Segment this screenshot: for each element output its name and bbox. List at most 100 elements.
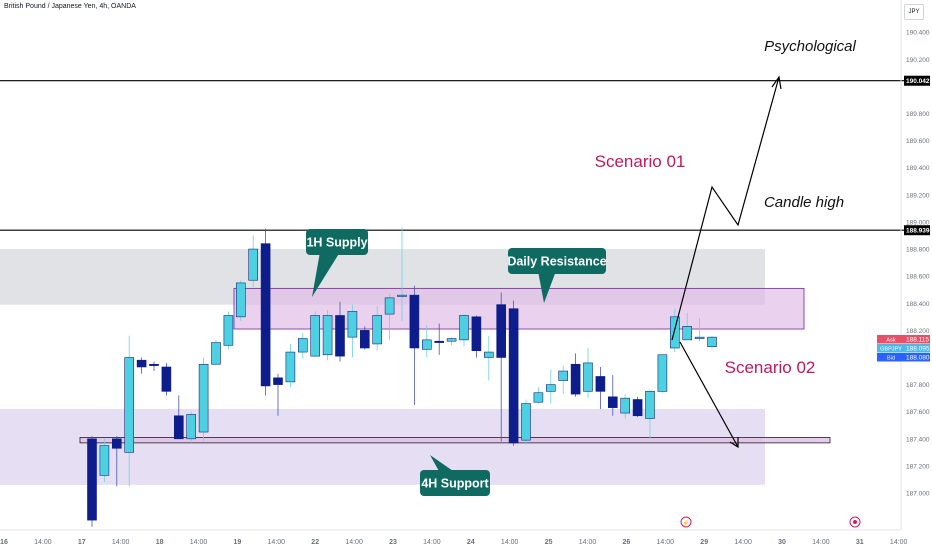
candle [545, 369, 556, 404]
x-tick-label: 14:00 [579, 539, 597, 546]
candle [682, 312, 693, 341]
y-tick-label: 189.200 [906, 192, 930, 199]
candle [434, 323, 445, 355]
candle-body [583, 362, 593, 392]
scenario-01-label: Scenario 01 [595, 152, 686, 171]
candle-body [496, 304, 507, 358]
scenario-02-arrowhead [729, 437, 739, 449]
candle [558, 365, 569, 395]
candle-body [607, 396, 618, 408]
candle [471, 315, 482, 358]
candle [248, 235, 258, 288]
x-tick-label: 18 [156, 539, 164, 546]
candle-body [434, 340, 445, 343]
price-tag-name-bg [877, 353, 905, 362]
candle [347, 304, 358, 358]
x-tick-label: 29 [700, 539, 708, 546]
supply-callout-label: 1H Supply [306, 236, 367, 250]
level-tag-1 [904, 75, 930, 86]
candle-body [409, 294, 420, 349]
x-tick-label: 14:00 [345, 539, 363, 546]
event-dot-icon [853, 520, 857, 524]
candle [359, 326, 370, 350]
candle [570, 353, 581, 397]
x-tick-label: 14:00 [34, 539, 52, 546]
support-band [79, 437, 831, 444]
y-tick-label: 187.200 [906, 463, 930, 470]
event-marker-dot-icon [849, 516, 861, 528]
support-callout-label: 4H Support [421, 477, 489, 491]
y-tick-label: 188.400 [906, 301, 930, 308]
candle [508, 300, 519, 446]
candle [620, 394, 631, 419]
y-tick-label: 187.000 [906, 491, 930, 498]
price-tag-value: 188.115 [906, 337, 929, 344]
price-tag-value: 188.095 [906, 346, 930, 353]
x-tick-label: 14:00 [190, 539, 208, 546]
candle-body [508, 308, 519, 444]
candle-body [533, 392, 544, 403]
candle [645, 390, 655, 439]
candle-body [459, 315, 469, 341]
price-tag-value: 188.080 [906, 355, 930, 362]
candle [273, 373, 283, 416]
candle [521, 399, 531, 445]
resistance-callout-box [508, 248, 606, 274]
y-tick-label: 190.200 [906, 57, 930, 64]
candle [483, 335, 494, 381]
candle-body [669, 316, 680, 349]
price-tag-value-bg [904, 344, 930, 353]
candle [583, 348, 593, 399]
x-tick-label: 23 [389, 539, 397, 546]
level-tag-label: 190.042 [906, 78, 930, 85]
candle-body [384, 297, 395, 315]
candle-body [310, 315, 321, 357]
candle [99, 438, 110, 483]
candle [459, 314, 469, 347]
y-tick-label: 187.400 [906, 436, 930, 443]
candle-body [545, 384, 556, 392]
candle-body [273, 377, 283, 385]
candle-body [322, 315, 333, 356]
candle-body [186, 414, 196, 440]
candle-body [112, 438, 122, 449]
currency-button[interactable]: JPY [904, 4, 924, 20]
candle-body [657, 354, 668, 392]
y-tick-label: 188.800 [906, 247, 930, 254]
candle [211, 339, 221, 365]
candle-body [483, 351, 494, 358]
support-callout-tail [430, 455, 456, 473]
event-marker-lightning-icon [680, 516, 692, 528]
candle-high-label: Candle high [764, 194, 844, 211]
y-tick-label: 187.600 [906, 409, 930, 416]
x-tick-label: 16 [0, 539, 8, 546]
candle-body [570, 363, 581, 395]
candle-body [87, 438, 97, 521]
x-tick-label: 31 [856, 539, 864, 546]
candle-body [124, 357, 134, 453]
price-tag-name: Bid [887, 356, 895, 362]
candle [694, 318, 705, 342]
candle-body [335, 315, 345, 357]
support-callout-box [420, 470, 490, 496]
x-tick-label: 26 [623, 539, 631, 546]
candle-body [521, 403, 531, 441]
x-tick-label: 14:00 [734, 539, 752, 546]
x-tick-label: 14:00 [501, 539, 519, 546]
candle-body [645, 391, 655, 419]
candle-body [285, 351, 296, 383]
candle-body [707, 336, 717, 347]
y-tick-label: 190.400 [906, 30, 930, 37]
resistance-callout-label: Daily Resistance [507, 255, 606, 269]
level-tag-2 [904, 225, 930, 236]
candle-body [211, 342, 221, 365]
candle-body [595, 376, 606, 392]
candle [186, 411, 196, 443]
price-tag-name-bg [877, 344, 905, 353]
resistance-callout-tail [538, 271, 556, 303]
y-tick-label: 187.800 [906, 382, 930, 389]
candle-body [248, 248, 258, 281]
candle-body [620, 397, 631, 414]
